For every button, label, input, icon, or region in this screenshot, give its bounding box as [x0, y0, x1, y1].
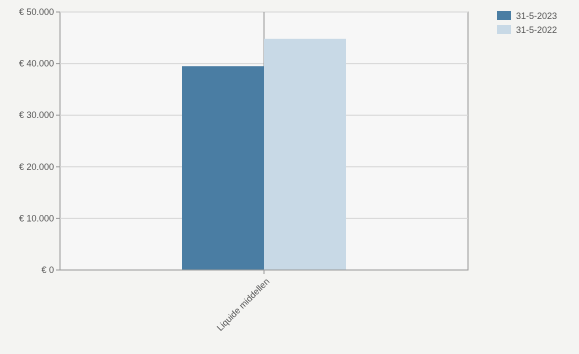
legend-swatch	[497, 11, 511, 20]
legend-label: 31-5-2022	[516, 25, 557, 35]
y-axis-tick-labels: € 0 € 10.000 € 20.000 € 30.000 € 40.000 € 50.…	[19, 7, 54, 275]
y-axis-tick-label: € 30.000	[19, 110, 54, 120]
y-axis-tick-label: € 20.000	[19, 162, 54, 172]
y-axis-tick-label: € 40.000	[19, 59, 54, 69]
x-axis-category-label: Liquide middellen	[215, 276, 272, 333]
y-axis-tick-label: € 0	[41, 265, 54, 275]
x-axis-category-labels: Liquide middellen	[215, 276, 272, 333]
axes	[60, 269, 468, 274]
y-axis-tick-label: € 10.000	[19, 213, 54, 223]
legend-label: 31-5-2023	[516, 11, 557, 21]
bar-2023	[182, 66, 264, 271]
legend: 31-5-2023 31-5-2022	[497, 11, 557, 35]
bar-2022	[264, 38, 346, 270]
bars	[182, 38, 346, 271]
y-axis-tick-label: € 50.000	[19, 7, 54, 17]
legend-swatch	[497, 25, 511, 34]
